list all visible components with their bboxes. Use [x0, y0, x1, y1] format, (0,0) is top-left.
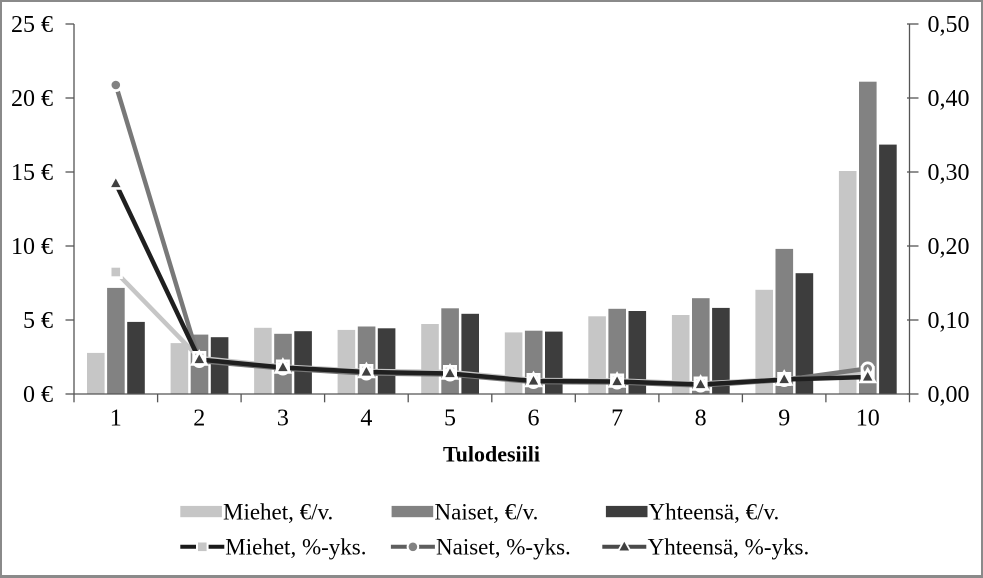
svg-text:1: 1 [110, 406, 122, 432]
svg-text:0,10: 0,10 [928, 308, 970, 334]
svg-text:0,30: 0,30 [928, 160, 970, 186]
svg-text:25 €: 25 € [11, 12, 53, 38]
svg-text:10 €: 10 € [11, 234, 53, 260]
svg-text:Miehet, €/v.: Miehet, €/v. [223, 500, 333, 525]
svg-text:Naiset, €/v.: Naiset, €/v. [435, 500, 539, 525]
svg-text:3: 3 [277, 406, 289, 432]
svg-text:0 €: 0 € [23, 382, 53, 408]
svg-text:9: 9 [778, 406, 790, 432]
svg-text:15 €: 15 € [11, 160, 53, 186]
svg-text:2: 2 [193, 406, 205, 432]
svg-text:6: 6 [528, 406, 540, 432]
svg-text:0,00: 0,00 [928, 382, 970, 408]
svg-text:8: 8 [695, 406, 707, 432]
svg-text:0,40: 0,40 [928, 86, 970, 112]
svg-text:Miehet, %-yks.: Miehet, %-yks. [225, 534, 366, 559]
svg-text:Yhteensä, €/v.: Yhteensä, €/v. [649, 500, 780, 525]
svg-text:Yhteensä, %-yks.: Yhteensä, %-yks. [648, 534, 810, 559]
svg-text:Naiset, %-yks.: Naiset, %-yks. [436, 534, 571, 559]
svg-text:5 €: 5 € [23, 308, 53, 334]
svg-text:10: 10 [856, 406, 880, 432]
svg-text:Tulodesiili: Tulodesiili [443, 442, 540, 467]
svg-text:0,50: 0,50 [928, 12, 970, 38]
svg-text:4: 4 [360, 406, 372, 432]
svg-text:20 €: 20 € [11, 86, 53, 112]
svg-text:5: 5 [444, 406, 456, 432]
svg-text:0,20: 0,20 [928, 234, 970, 260]
svg-text:7: 7 [611, 406, 623, 432]
